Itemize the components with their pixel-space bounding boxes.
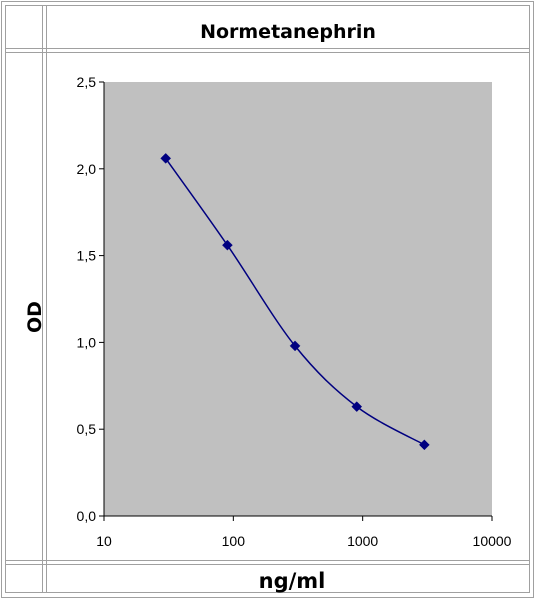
data-point-marker	[160, 153, 172, 164]
data-point-marker	[419, 439, 430, 451]
data-point-marker	[222, 239, 233, 251]
data-point-marker	[289, 340, 301, 352]
plot-area	[104, 82, 492, 516]
data-point-marker	[351, 401, 363, 412]
x-axis-ticks: 10 100 1000 10000	[96, 516, 512, 549]
x-tick-label: 1000	[347, 533, 378, 549]
x-tick-label: 10000	[473, 533, 512, 549]
y-tick-label: 2,0	[77, 161, 97, 177]
y-axis-label: OD	[24, 301, 46, 333]
axes	[103, 82, 492, 517]
x-tick-label: 10	[96, 533, 112, 549]
y-axis-ticks: 0,0 0,5 1,0 1,5 2,0 2,5	[77, 74, 104, 524]
x-tick-label: 100	[222, 533, 246, 549]
series-line	[165, 157, 425, 446]
y-tick-label: 1,5	[77, 248, 97, 264]
series-markers	[160, 153, 430, 451]
y-tick-label: 1,0	[77, 334, 97, 350]
chart-title: Normetanephrin	[200, 21, 376, 43]
x-axis-label: ng/ml	[259, 569, 326, 593]
y-tick-label: 0,0	[77, 508, 97, 524]
y-tick-label: 2,5	[77, 74, 97, 90]
y-tick-label: 0,5	[77, 421, 97, 437]
